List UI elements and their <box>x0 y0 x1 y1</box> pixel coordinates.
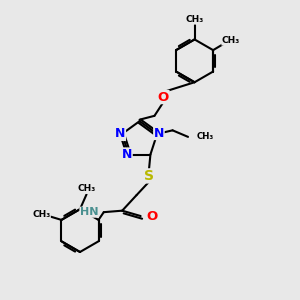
Text: N: N <box>154 127 164 140</box>
Text: O: O <box>158 91 169 103</box>
Text: CH₃: CH₃ <box>32 210 50 219</box>
Text: O: O <box>147 209 158 223</box>
Text: N: N <box>122 148 132 161</box>
Text: CH₃: CH₃ <box>185 15 204 24</box>
Text: CH₃: CH₃ <box>222 36 240 45</box>
Text: N: N <box>115 128 125 140</box>
Text: CH₃: CH₃ <box>77 184 96 194</box>
Text: CH₃: CH₃ <box>196 132 214 141</box>
Text: S: S <box>144 169 154 183</box>
Text: HN: HN <box>80 207 98 217</box>
